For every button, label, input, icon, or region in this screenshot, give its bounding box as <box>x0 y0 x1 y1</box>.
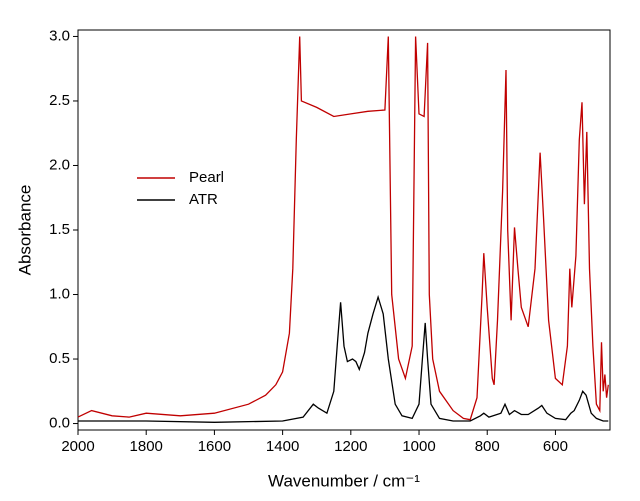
plot-frame <box>77 29 611 431</box>
x-tick-label: 600 <box>543 438 568 455</box>
x-tick-label: 1800 <box>130 438 163 455</box>
x-tick-label: 1200 <box>334 438 367 455</box>
y-tick-label: 1.5 <box>49 221 70 238</box>
x-tick-label: 1600 <box>198 438 231 455</box>
y-tick-label: 3.0 <box>49 27 70 44</box>
x-tick-label: 800 <box>475 438 500 455</box>
legend-label: Pearl <box>189 169 224 186</box>
series-line <box>77 36 609 421</box>
y-axis-label: Absorbance <box>15 185 34 276</box>
x-tick-label: 1400 <box>266 438 299 455</box>
series-line <box>78 294 609 423</box>
y-tick-label: 2.5 <box>49 92 70 109</box>
y-tick-label: 0.0 <box>49 415 70 432</box>
x-tick-label: 2000 <box>61 438 94 455</box>
y-tick-label: 0.5 <box>49 350 70 367</box>
y-tick-label: 1.0 <box>49 285 70 302</box>
x-axis-label: Wavenumber / cm⁻¹ <box>268 471 420 490</box>
legend-label: ATR <box>189 191 218 208</box>
x-tick-label: 1000 <box>402 438 435 455</box>
y-tick-label: 2.0 <box>49 156 70 173</box>
